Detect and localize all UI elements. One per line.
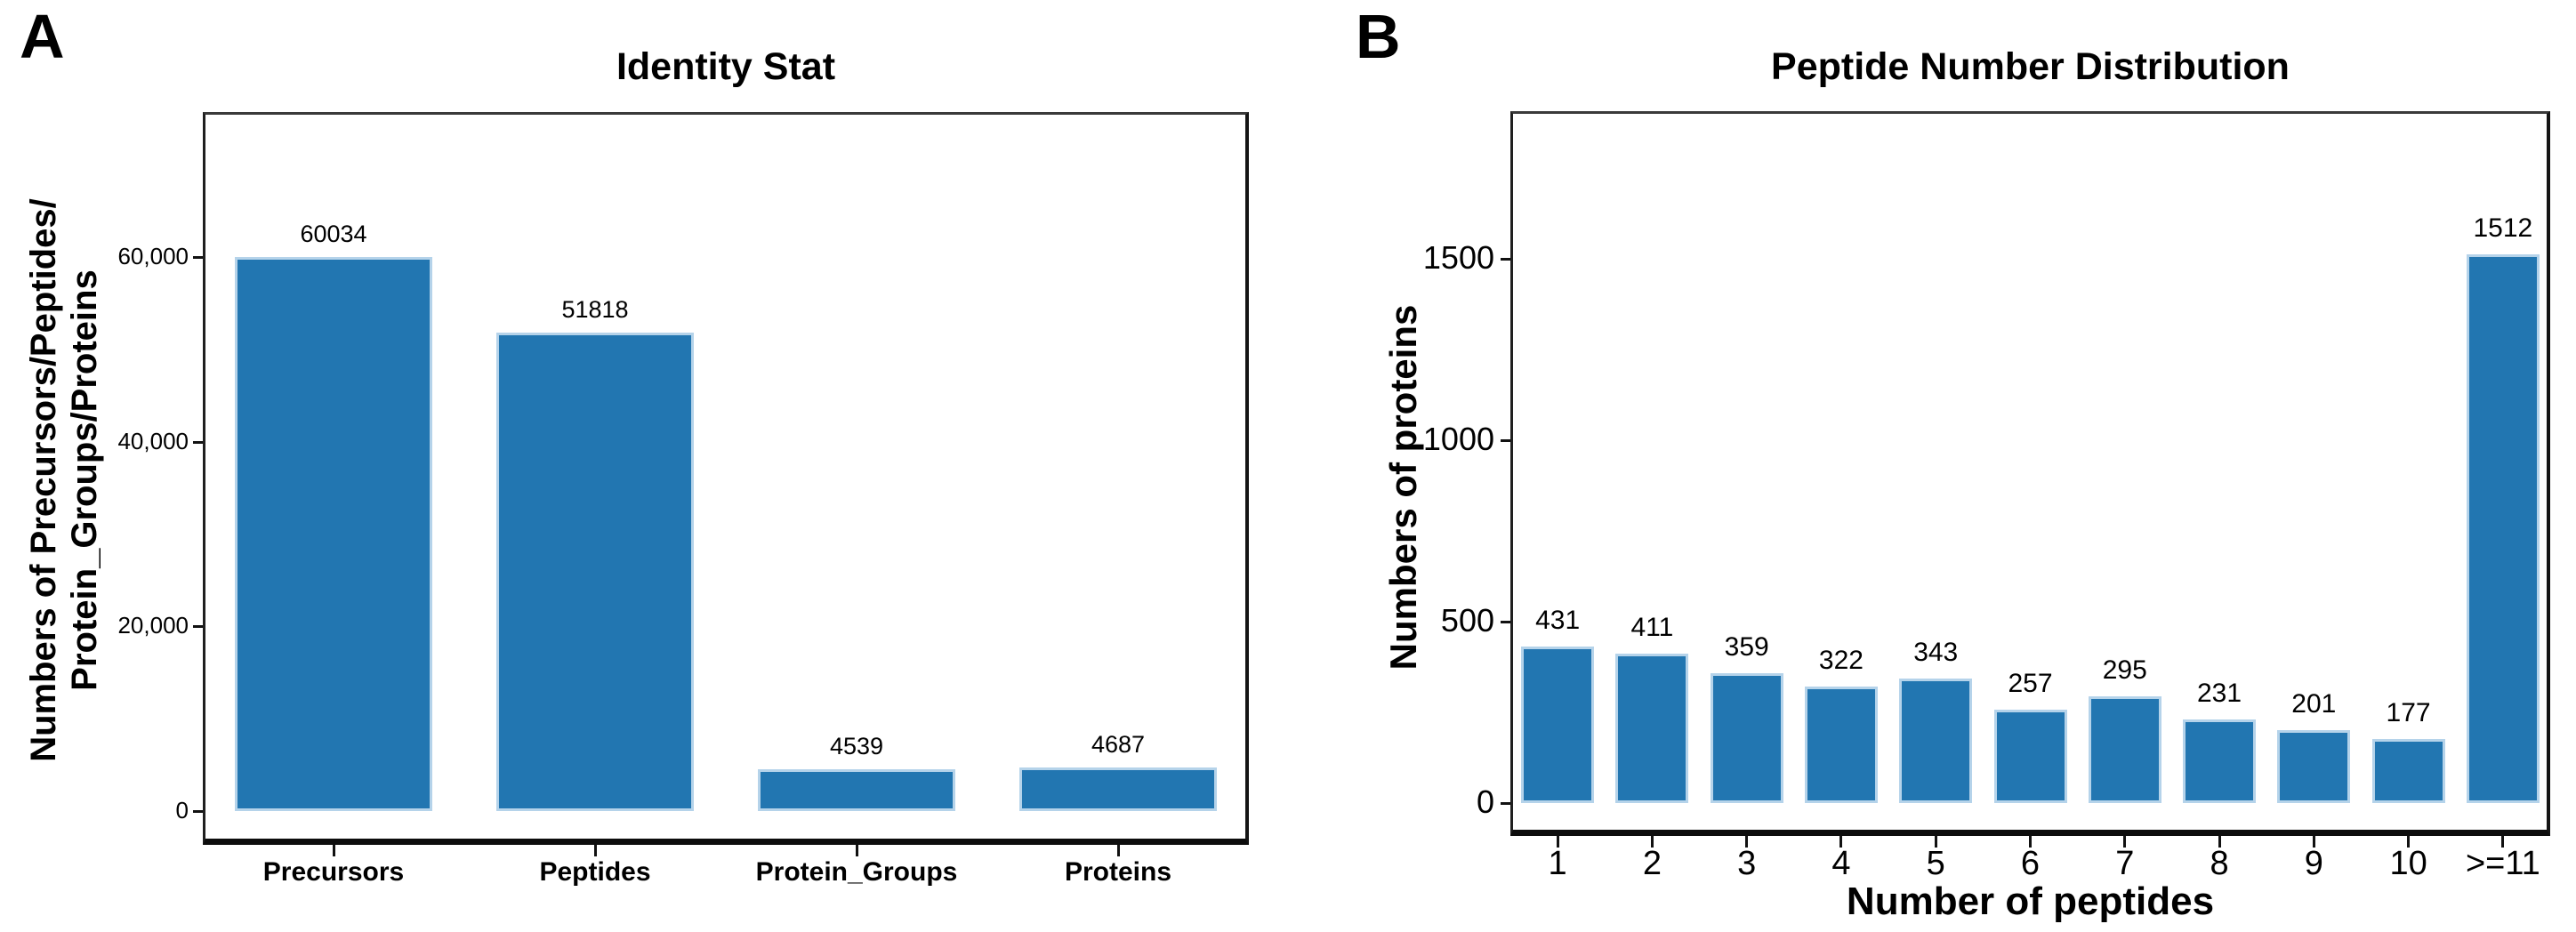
bar-value-label: 177 [2386,698,2431,727]
y-tick [1501,802,1510,805]
bar-Protein_Groups [758,769,955,811]
x-tick [593,845,597,856]
x-tick-label: Precursors [262,857,405,887]
y-tick-label: 1500 [1422,239,1494,276]
x-tick [2123,836,2127,848]
y-tick-label: 0 [1476,783,1494,820]
y-tick [193,256,203,259]
x-tick [1839,836,1843,848]
y-tick [193,625,203,628]
x-tick [1556,836,1559,848]
bar-value-label: 4539 [829,733,884,759]
bar-4 [1804,687,1878,803]
y-tick [193,810,203,813]
x-tick-label: 6 [2020,845,2041,882]
bar-value-label: 1512 [2473,213,2533,243]
x-tick-label: 9 [2304,845,2323,882]
x-tick-label: 10 [2389,845,2427,882]
bar-value-label: 411 [1630,613,1674,642]
bar-Proteins [1019,767,1217,811]
x-tick [2501,836,2505,848]
panel-b-letter: B [1356,2,1401,71]
y-tick-label: 500 [1440,602,1494,639]
bar-8 [2183,719,2257,803]
bar-5 [1899,679,1973,803]
bar-value-label: 257 [2008,669,2053,698]
y-tick [1501,439,1510,442]
x-tick-label: 2 [1642,845,1662,882]
y-tick-label: 20,000 [117,612,189,639]
x-tick-label: 8 [2210,845,2229,882]
bar-1 [1521,647,1595,803]
bar-value-label: 60034 [300,221,367,247]
bar-value-label: 431 [1535,606,1581,635]
x-tick [1934,836,1937,848]
bar-Precursors [235,257,432,811]
x-tick [1116,845,1120,856]
x-tick [855,845,858,856]
x-tick [1745,836,1749,848]
x-tick-label: 4 [1831,845,1851,882]
panel-a-y-axis-label: Numbers of Precursors/Peptides/ Protein_… [24,198,104,762]
bar-value-label: 4687 [1091,731,1146,758]
bar-10 [2371,739,2445,803]
x-tick-label: >=11 [2465,845,2540,882]
x-tick [2218,836,2221,848]
x-tick [2312,836,2315,848]
bar-3 [1710,673,1783,803]
panel-a-letter: A [20,2,65,71]
x-tick [332,845,335,856]
x-tick [2029,836,2032,848]
bar-6 [1993,710,2067,803]
bar-value-label: 201 [2291,689,2337,719]
panel-a-title: Identity Stat [616,45,836,88]
bar-value-label: 359 [1724,632,1769,662]
panel-b-title: Peptide Number Distribution [1771,45,2290,88]
panel-b-x-axis-label: Number of peptides [1846,880,2215,923]
x-tick-label: 1 [1548,845,1567,882]
y-tick-label: 0 [175,797,189,824]
y-tick-label: 60,000 [117,243,189,269]
y-tick-label: 40,000 [117,428,189,454]
y-tick [1501,258,1510,261]
bar-value-label: 231 [2197,679,2242,708]
y-tick [1501,621,1510,623]
y-tick [193,441,203,444]
bar-9 [2277,730,2351,803]
x-tick-label: Peptides [539,857,651,887]
bar->=11 [2466,254,2540,803]
y-tick-label: 1000 [1422,421,1494,457]
bar-value-label: 343 [1913,638,1959,667]
x-tick [1650,836,1654,848]
x-tick-label: Protein_Groups [755,857,958,887]
x-tick-label: Proteins [1064,857,1172,887]
bar-Peptides [496,333,694,811]
x-tick [2407,836,2411,848]
x-tick-label: 3 [1737,845,1757,882]
bar-value-label: 295 [2102,655,2147,685]
bar-value-label: 51818 [561,296,629,323]
bar-2 [1615,654,1689,803]
x-tick-label: 7 [2115,845,2135,882]
bar-value-label: 322 [1818,646,1864,675]
x-tick-label: 5 [1926,845,1945,882]
bar-7 [2088,696,2161,803]
